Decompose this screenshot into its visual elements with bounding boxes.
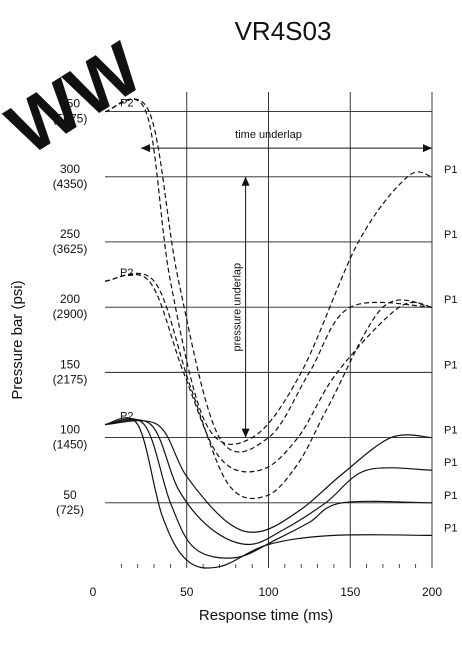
p1-label: P1 [444,425,457,437]
y-tick-label: 100 [60,423,80,437]
y-tick-psi-label: (1450) [53,438,88,452]
p1-label: P1 [444,457,457,469]
series-line-dashed [104,273,433,473]
series-line-solid [104,418,433,559]
p2-label: P2 [120,411,133,423]
y-tick-label: 350 [60,97,80,111]
y-tick-psi-label: (4350) [53,177,88,191]
arrowhead-left [140,144,150,153]
y-tick-psi-label: (2175) [53,372,88,386]
y-axis-label: Pressure bar (psi) [9,280,26,399]
p2-label: P2 [120,98,133,110]
y-tick-label: 50 [63,488,77,502]
y-tick-label: 250 [60,227,80,241]
chart-title: VR4S03 [235,16,332,46]
series-line-solid [104,420,433,533]
arrowhead-right [423,144,432,153]
x-axis-label: Response time (ms) [199,607,333,624]
x-tick-label: 100 [258,585,278,599]
arrowhead-up [241,176,250,186]
p1-label: P1 [444,359,457,371]
y-tick-psi-label: (3625) [53,242,88,256]
p-labels: P2 P2 P2 P1 P1 P1 P1 P1 P1 P1 P1 [120,98,457,535]
y-tick-psi-label: (2900) [53,307,88,321]
p1-label: P1 [444,229,457,241]
x-tick-label: 0 [90,585,97,599]
arrowhead-down [241,428,250,438]
time-underlap-label: time underlap [235,129,302,141]
p1-label: P1 [444,490,457,502]
grid [105,92,433,568]
y-tick-label: 200 [60,292,80,306]
y-tick-label: 150 [60,357,80,371]
annotations: time underlap pressure underlap [140,129,432,438]
series-line-dashed [104,272,433,500]
series-line-dashed [104,98,433,453]
p1-label: P1 [444,522,457,534]
x-tick-labels: 0 50 100 150 200 [90,585,443,599]
series-line-solid [104,417,433,569]
series-line-dashed [104,98,433,445]
y-tick-psi-label: (725) [56,503,84,517]
x-tick-label: 200 [422,585,442,599]
p1-label: P1 [444,294,457,306]
pressure-underlap-label: pressure underlap [232,263,244,352]
y-tick-label: 300 [60,162,80,176]
y-tick-labels: 350(5075)300(4350)250(3625)200(2900)150(… [53,97,88,517]
series-lines [104,98,433,569]
x-tick-label: 50 [180,585,194,599]
y-tick-psi-label: (5075) [53,112,88,126]
x-tick-label: 150 [340,585,360,599]
series-line-solid [104,419,433,546]
p1-label: P1 [444,164,457,176]
p2-label: P2 [120,267,133,279]
